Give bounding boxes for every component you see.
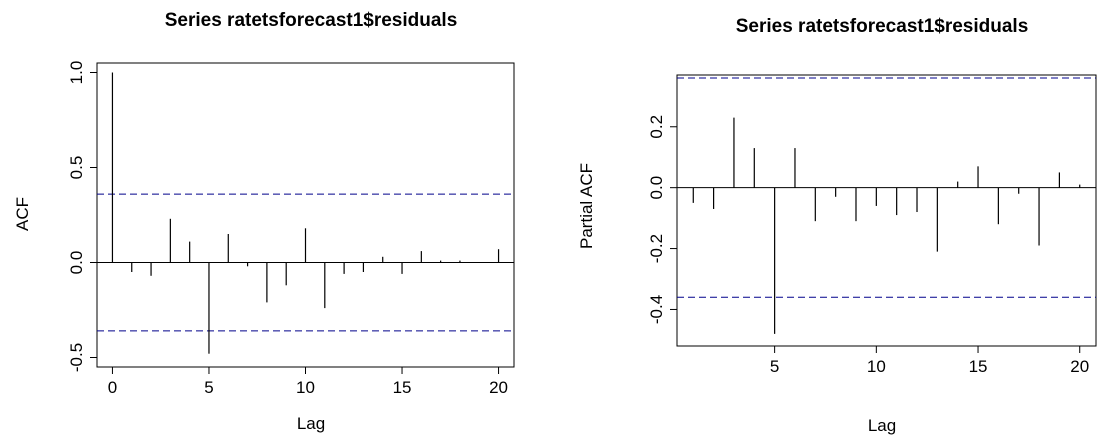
acf-x-axis-label: Lag — [297, 414, 325, 433]
acf-x-tick-label: 20 — [489, 378, 508, 397]
acf-y-axis-label: ACF — [13, 197, 32, 231]
acf-panel: Series ratetsforecast1$residuals Lag ACF… — [13, 10, 515, 433]
pacf-y-tick-label: 0.0 — [647, 176, 666, 200]
pacf-panel: Series ratetsforecast1$residuals Lag Par… — [577, 16, 1097, 435]
acf-y-tick-label: 0.5 — [67, 156, 86, 180]
pacf-y-tick-label: -0.2 — [647, 234, 666, 263]
pacf-x-tick-label: 15 — [969, 357, 988, 376]
acf-x-tick-label: 0 — [108, 378, 117, 397]
acf-bars — [111, 72, 500, 354]
pacf-x-tick-label: 10 — [867, 357, 886, 376]
pacf-x-tick-label: 20 — [1070, 357, 1089, 376]
pacf-y-ticks: -0.4 -0.2 0.0 0.2 — [647, 115, 677, 324]
pacf-x-ticks: 5 10 15 20 — [770, 346, 1089, 376]
pacf-y-tick-label: 0.2 — [647, 115, 666, 139]
acf-y-tick-label: 0.0 — [67, 251, 86, 275]
acf-x-tick-label: 5 — [204, 378, 213, 397]
acf-title: Series ratetsforecast1$residuals — [165, 10, 458, 31]
pacf-y-tick-label: -0.4 — [647, 295, 666, 324]
pacf-x-tick-label: 5 — [770, 357, 779, 376]
acf-y-tick-label: -0.5 — [67, 343, 86, 372]
pacf-plot-frame — [676, 74, 1097, 347]
acf-y-ticks: -0.5 0.0 0.5 1.0 — [67, 61, 97, 372]
acf-x-tick-label: 10 — [296, 378, 315, 397]
pacf-bars — [692, 117, 1081, 334]
pacf-x-axis-label: Lag — [868, 416, 896, 435]
acf-y-tick-label: 1.0 — [67, 61, 86, 85]
pacf-title: Series ratetsforecast1$residuals — [736, 16, 1029, 37]
acf-x-ticks: 0 5 10 15 20 — [108, 367, 508, 397]
acf-plot-frame — [96, 62, 515, 368]
pacf-confidence-bounds — [677, 77, 1096, 298]
pacf-y-axis-label: Partial ACF — [577, 163, 596, 249]
acf-x-tick-label: 15 — [393, 378, 412, 397]
